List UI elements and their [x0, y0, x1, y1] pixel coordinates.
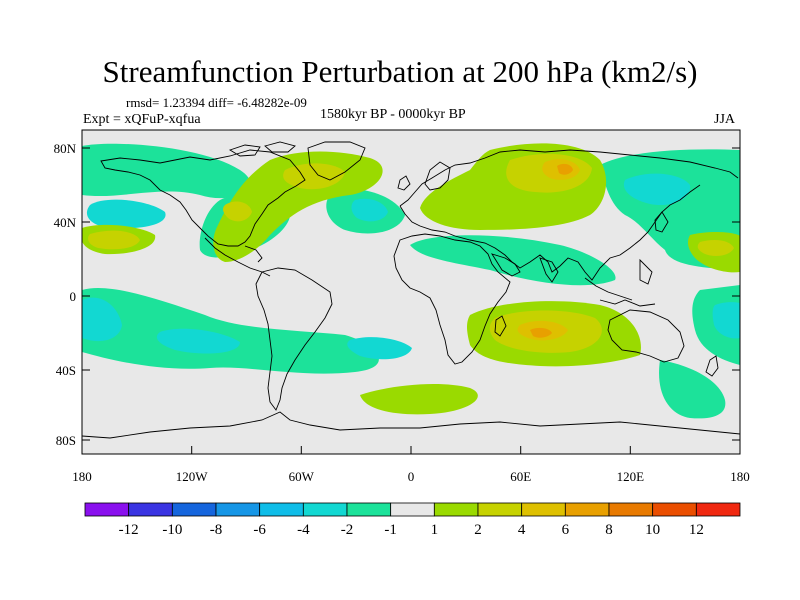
- colorbar-box: [521, 502, 566, 517]
- colorbar-box: [302, 502, 348, 517]
- period-label: 1580kyr BP - 0000kyr BP: [320, 107, 466, 122]
- colorbar-box: [215, 502, 261, 517]
- colorbar-label: -8: [210, 522, 223, 538]
- colorbar-box: [259, 502, 304, 517]
- lon-tick-label: 180: [72, 469, 92, 484]
- colorbar-label: 8: [605, 522, 613, 538]
- lat-tick-marks: [82, 147, 740, 441]
- colorbar-label: -4: [297, 522, 310, 538]
- lon-tick-label: 120W: [176, 469, 209, 484]
- lat-tick-label: 40N: [54, 215, 77, 230]
- colorbar-box: [608, 502, 654, 517]
- colorbar-box: [564, 502, 610, 517]
- colorbar-box: [171, 502, 217, 517]
- lon-tick-label: 60E: [510, 469, 531, 484]
- colorbar-box: [128, 502, 173, 517]
- colorbar-box: [433, 502, 479, 517]
- colorbar-box: [346, 502, 392, 517]
- lat-tick-label: 80S: [56, 433, 76, 448]
- colorbar-box: [477, 502, 523, 517]
- plot-title: Streamfunction Perturbation at 200 hPa (…: [102, 54, 698, 89]
- colorbar-label: 10: [645, 522, 660, 538]
- lon-tick-label: 180: [730, 469, 750, 484]
- colorbar-box: [695, 502, 741, 517]
- colorbar-label: -12: [119, 522, 139, 538]
- lon-tick-label: 0: [408, 469, 415, 484]
- colorbar-label: 1: [431, 522, 439, 538]
- lat-tick-label: 0: [70, 289, 77, 304]
- lon-tick-label: 120E: [617, 469, 645, 484]
- colorbar-label: -1: [384, 522, 397, 538]
- colorbar-box: [84, 502, 130, 517]
- stats-text: rmsd= 1.23394 diff= -6.48282e-09: [126, 95, 307, 110]
- lon-tick-marks: [81, 446, 741, 454]
- anomaly-field: [82, 143, 740, 419]
- season-label: JJA: [714, 112, 736, 127]
- colorbar-box: [390, 502, 435, 517]
- experiment-label: Expt = xQFuP-xqfua: [83, 112, 201, 127]
- colorbar-label: 12: [689, 522, 704, 538]
- colorbar-label: -10: [162, 522, 182, 538]
- coastlines: [82, 141, 740, 439]
- lon-tick-label: 60W: [289, 469, 315, 484]
- colorbar-label: 2: [474, 522, 482, 538]
- colorbar-label: -6: [253, 522, 266, 538]
- colorbar-box: [652, 502, 697, 517]
- colorbar-label: -2: [341, 522, 354, 538]
- colorbar-label: 6: [562, 522, 570, 538]
- lat-tick-label: 40S: [56, 363, 76, 378]
- colorbar: -12 -10 -8 -6 -4 -2 -1 1 2 4 6 8 10 12: [84, 502, 741, 538]
- colorbar-label: 4: [518, 522, 526, 538]
- lat-tick-label: 80N: [54, 141, 77, 156]
